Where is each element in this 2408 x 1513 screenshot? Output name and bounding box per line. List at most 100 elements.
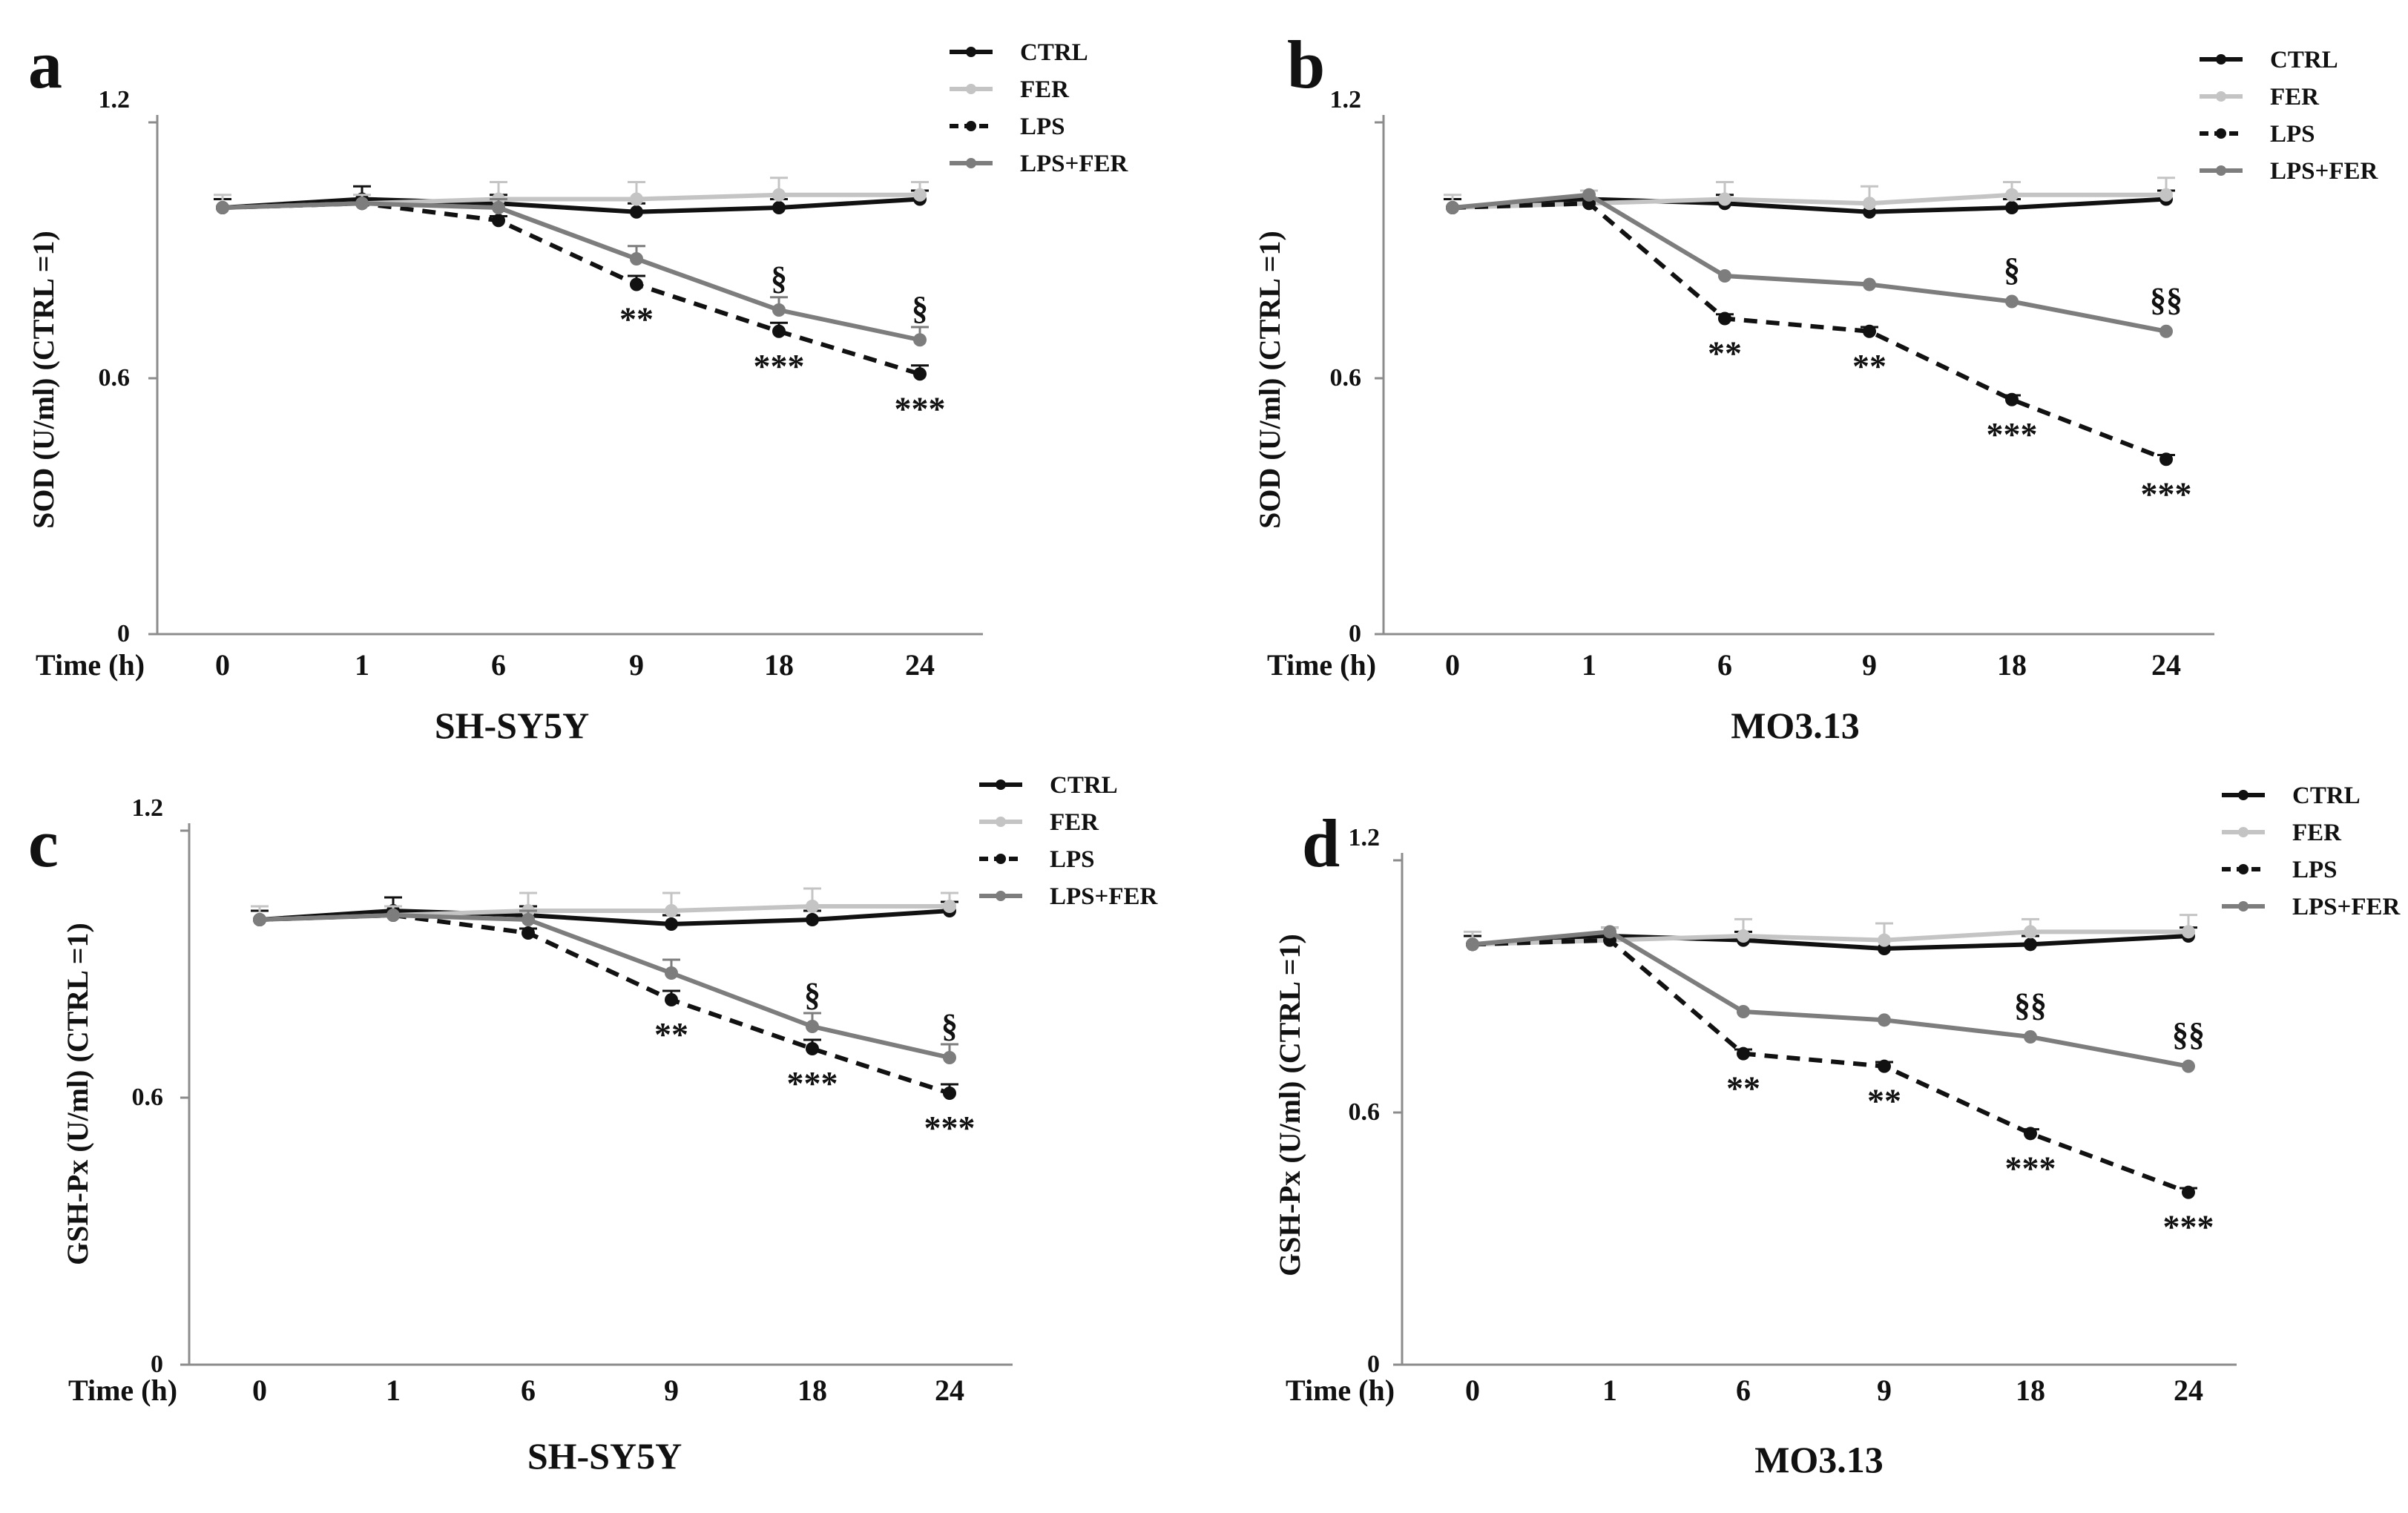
legend-marker <box>2216 165 2226 176</box>
data-point <box>355 197 369 211</box>
y-tick-label: 0 <box>151 1351 163 1378</box>
chart-panel-c: 0 0.6 1.2 0 1 6 9 18 24 Time (h) SH-SY5Y c GSH-Px (U… <box>28 772 1158 1477</box>
legend-label: CTRL <box>2270 47 2338 73</box>
data-point <box>1603 925 1616 939</box>
significance-marker: § <box>912 290 928 326</box>
y-tick-label: 1.2 <box>132 794 164 822</box>
legend-label: LPS <box>2270 121 2315 148</box>
data-point <box>253 913 266 926</box>
data-point <box>1737 929 1750 943</box>
chart-panel-b: 0 0.6 1.2 0 1 6 9 18 24 Time (h) MO3.13 b SOD (U/ml)… <box>1253 27 2378 746</box>
data-point <box>913 367 927 381</box>
legend-marker <box>966 47 976 57</box>
chart-title: SH-SY5Y <box>527 1435 682 1477</box>
data-point <box>913 188 927 202</box>
data-point <box>1446 201 1459 214</box>
series-lps-plus-fer <box>253 909 958 1064</box>
data-point <box>386 909 400 922</box>
x-tick-label: 9 <box>629 648 644 682</box>
significance-marker: §§ <box>2150 282 2182 318</box>
data-point <box>943 1051 956 1064</box>
x-tick-label: 24 <box>905 648 935 682</box>
data-point <box>1878 933 1891 947</box>
data-point <box>2005 188 2019 202</box>
data-point <box>2005 201 2019 214</box>
legend-label: LPS+FER <box>2270 158 2378 185</box>
legend-label: LPS+FER <box>1020 151 1128 177</box>
data-point <box>772 324 786 338</box>
series-line <box>259 913 950 1060</box>
data-point <box>1737 1046 1750 1061</box>
series-line <box>222 201 921 343</box>
legend-label: LPS+FER <box>1050 883 1158 910</box>
data-point <box>772 303 786 317</box>
panel-letter: d <box>1302 805 1340 881</box>
data-point <box>1718 192 1731 206</box>
series-line <box>259 913 950 1095</box>
data-point <box>2024 1127 2037 1141</box>
data-point <box>2159 324 2173 338</box>
series-lps-plus-fer <box>216 197 929 347</box>
series-line <box>1472 937 2190 1195</box>
data-point <box>2159 452 2173 467</box>
series-line <box>1452 197 2167 214</box>
x-axis-label: Time (h) <box>1267 648 1376 682</box>
x-tick-label: 24 <box>935 1374 964 1407</box>
significance-marker: § <box>804 977 820 1013</box>
data-point <box>665 917 678 931</box>
legend-marker <box>996 779 1006 790</box>
data-point <box>1863 324 1876 338</box>
x-tick-label: 0 <box>1465 1374 1480 1407</box>
x-axis-label: Time (h) <box>68 1374 177 1407</box>
significance-marker: *** <box>2141 475 2192 512</box>
data-point <box>806 1042 819 1055</box>
x-tick-label: 6 <box>491 648 506 682</box>
series-lps <box>1466 933 2197 1199</box>
x-tick-label: 0 <box>252 1374 267 1407</box>
data-point <box>806 900 819 913</box>
data-point <box>1582 188 1596 202</box>
significance-marker: ** <box>1708 334 1742 372</box>
legend-label: FER <box>1050 809 1099 836</box>
series-line <box>222 201 921 377</box>
x-tick-label: 1 <box>1582 648 1596 682</box>
panel-letter: b <box>1287 27 1325 102</box>
data-point <box>2182 925 2195 939</box>
x-tick-label: 18 <box>1997 648 2027 682</box>
y-tick-label: 0 <box>1367 1351 1380 1378</box>
data-point <box>630 192 643 206</box>
legend-label: CTRL <box>2292 782 2361 809</box>
series-lps <box>1446 197 2175 467</box>
y-tick-label: 1.2 <box>1349 824 1381 851</box>
panel-letter: a <box>28 27 62 102</box>
y-axis-label: GSH-Px (U/ml) (CTRL =1) <box>1273 934 1306 1276</box>
series-lps <box>216 197 929 381</box>
legend-label: FER <box>1020 76 1070 103</box>
x-tick-label: 6 <box>1736 1374 1751 1407</box>
data-point <box>630 205 643 219</box>
x-tick-label: 9 <box>1862 648 1877 682</box>
data-point <box>1863 277 1876 291</box>
series-lps-plus-fer <box>1446 188 2173 338</box>
y-tick-label: 0.6 <box>132 1084 164 1111</box>
legend-marker <box>2238 790 2249 800</box>
significance-marker: §§ <box>2014 987 2047 1024</box>
significance-marker: § <box>2004 252 2020 289</box>
legend: CTRL FER LPS LPS+FER <box>979 772 1158 910</box>
significance-marker: § <box>941 1008 958 1044</box>
significance-marker: *** <box>895 389 946 427</box>
data-point <box>1466 937 1479 952</box>
x-tick-label: 18 <box>764 648 794 682</box>
legend-label: FER <box>2270 84 2320 111</box>
chart-panel-a: 0 0.6 1.2 0 1 6 9 18 24 Time (h) SH-SY5Y a SOD (U/ml… <box>27 27 1128 746</box>
legend-marker <box>996 891 1006 901</box>
x-tick-label: 1 <box>386 1374 401 1407</box>
data-point <box>2005 392 2019 406</box>
series-line <box>1452 192 2167 334</box>
chart-title: SH-SY5Y <box>435 705 589 746</box>
significance-marker: ** <box>1867 1082 1901 1120</box>
y-tick-label: 0.6 <box>99 364 131 392</box>
data-point <box>806 913 819 926</box>
significance-marker: ** <box>654 1015 688 1053</box>
